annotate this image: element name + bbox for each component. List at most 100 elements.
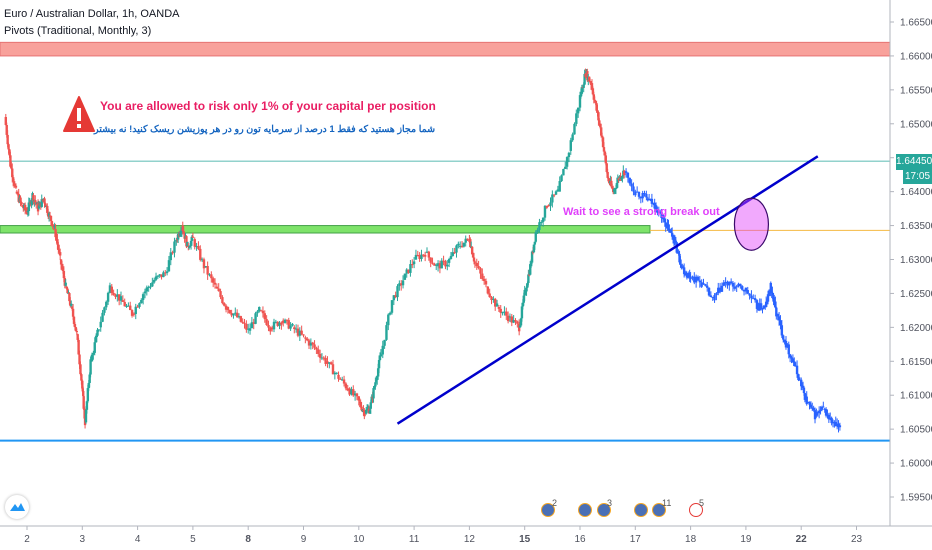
candle-body — [822, 406, 825, 408]
candle-body — [819, 409, 822, 411]
candle-body — [813, 410, 817, 420]
candle-body — [335, 372, 338, 374]
candle-body — [444, 261, 447, 267]
event-icon[interactable] — [689, 503, 703, 517]
candle-body — [412, 261, 416, 265]
candle-body — [108, 285, 112, 293]
candle-body — [65, 286, 68, 289]
candle-body — [641, 193, 644, 199]
candle-body — [510, 316, 513, 323]
candle-body — [190, 236, 194, 241]
event-icon[interactable] — [652, 503, 666, 517]
candle-body — [837, 423, 840, 428]
candle-body — [145, 287, 149, 292]
candle-body — [616, 178, 619, 184]
candle-body — [748, 293, 751, 296]
candle-body — [388, 312, 392, 315]
candle-body — [99, 321, 102, 328]
candle-body — [283, 319, 287, 323]
candle-body — [811, 407, 814, 409]
candle-body — [534, 232, 537, 242]
candle-body — [346, 388, 349, 391]
candle-body — [73, 323, 77, 328]
candle-body — [599, 123, 602, 128]
candle-body — [302, 334, 305, 336]
candle-body — [90, 354, 94, 362]
candle-body — [188, 246, 191, 248]
candle-body — [342, 379, 346, 384]
candle-body — [19, 197, 22, 203]
candle-body — [540, 221, 543, 223]
candle-body — [40, 199, 43, 207]
candle-body — [7, 144, 10, 150]
candle-body — [829, 417, 832, 420]
candle-body — [525, 287, 528, 292]
candle-body — [583, 73, 586, 85]
candle-body — [620, 177, 623, 180]
candle-body — [812, 407, 815, 411]
candle-body — [458, 245, 462, 247]
time-tick-label: 16 — [574, 534, 586, 545]
candle-body — [154, 276, 158, 280]
candle-body — [398, 283, 401, 287]
candle-body — [376, 368, 380, 377]
candle-body — [21, 205, 24, 207]
event-icon[interactable] — [541, 503, 555, 517]
candle-body — [307, 340, 311, 346]
candle-body — [682, 267, 686, 275]
candle-body — [479, 268, 482, 274]
candle-body — [596, 110, 599, 113]
candle-body — [92, 352, 95, 355]
candle-body — [34, 200, 37, 203]
candle-body — [387, 314, 390, 326]
candle-body — [770, 286, 773, 293]
candle-body — [538, 222, 541, 230]
candle-body — [285, 319, 289, 321]
price-tick-label: 1.65500 — [900, 85, 932, 96]
tradingview-logo-icon[interactable] — [5, 495, 29, 519]
candle-body — [274, 321, 278, 323]
candle-body — [416, 254, 419, 256]
candle-body — [547, 205, 550, 207]
candle-body — [518, 325, 522, 328]
symbol-title: Euro / Australian Dollar, 1h, OANDA — [4, 8, 180, 20]
candle-body — [6, 134, 9, 145]
candle-body — [750, 295, 753, 299]
candle-body — [774, 301, 777, 308]
candle-body — [176, 239, 179, 241]
candle-body — [27, 202, 31, 212]
candle-body — [521, 302, 525, 307]
candle-body — [580, 87, 584, 94]
candle-body — [614, 187, 618, 189]
price-tick-label: 1.61000 — [900, 391, 932, 402]
warning-icon — [63, 96, 95, 132]
event-count: 3 — [607, 498, 613, 508]
event-icon[interactable] — [597, 503, 611, 517]
candle-body — [106, 292, 110, 302]
candle-body — [151, 282, 154, 287]
candle-body — [76, 334, 79, 340]
candle-body — [602, 147, 606, 152]
candle-body — [453, 252, 456, 254]
candle-body — [800, 385, 804, 387]
candle-body — [368, 410, 372, 414]
candle-body — [187, 245, 190, 248]
candle-body — [110, 286, 113, 293]
candle-body — [357, 396, 360, 401]
candle-body — [759, 303, 763, 310]
candle-body — [360, 406, 363, 411]
event-icon[interactable] — [578, 503, 592, 517]
candle-body — [235, 312, 239, 318]
event-icon[interactable] — [634, 503, 648, 517]
candle-body — [75, 330, 78, 333]
candle-body — [84, 409, 88, 423]
candle-body — [612, 189, 616, 192]
candle-body — [599, 127, 603, 136]
candle-body — [291, 323, 294, 326]
candle-body — [171, 252, 174, 254]
candle-body — [717, 287, 720, 294]
candle-body — [47, 213, 51, 217]
candle-body — [494, 298, 497, 307]
candle-body — [70, 303, 73, 306]
